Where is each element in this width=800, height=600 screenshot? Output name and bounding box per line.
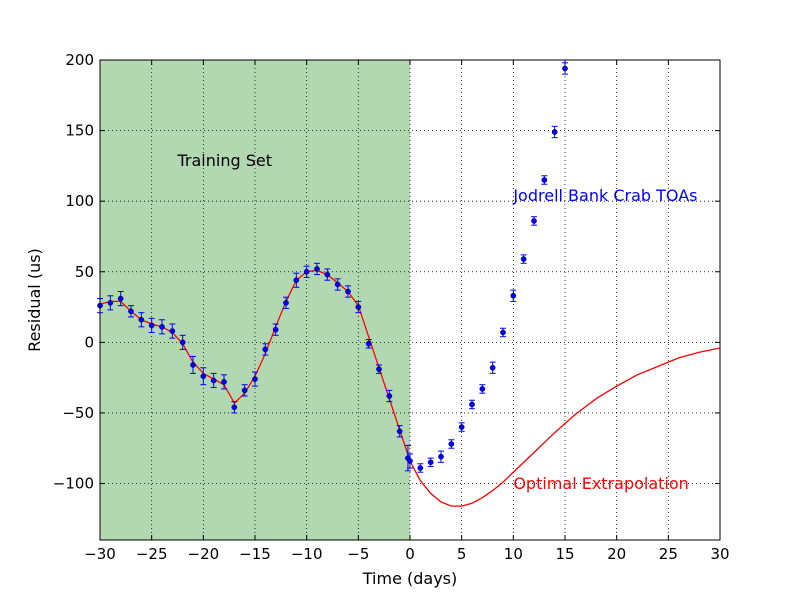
data-point [179, 339, 186, 346]
data-point [469, 401, 475, 408]
x-tick-label: −10 [291, 545, 323, 563]
annotation-layer: Training Set Jodrell Bank Crab TOAs Optima… [177, 151, 698, 493]
annotation-text: Optimal Extrapolation [513, 474, 688, 493]
point-layer [97, 62, 568, 473]
data-point [324, 271, 331, 278]
data-point [148, 322, 155, 329]
grid-layer [100, 60, 720, 540]
data-point [438, 453, 444, 460]
data-point [200, 373, 207, 380]
x-tick-label: 30 [710, 545, 729, 563]
data-point [314, 266, 320, 272]
data-point [210, 377, 217, 384]
x-tick-label: 25 [659, 545, 678, 563]
data-point [252, 376, 258, 382]
data-point [427, 459, 434, 466]
data-point [117, 295, 124, 302]
data-point [531, 218, 537, 224]
x-tick-label: 20 [607, 545, 626, 563]
data-point [303, 268, 310, 275]
data-point [417, 465, 424, 471]
y-axis-label: Residual (us) [25, 248, 44, 352]
y-tick-label: 150 [65, 122, 94, 140]
y-tick-label: 0 [84, 333, 94, 351]
data-point [334, 281, 341, 288]
x-tick-label: 0 [405, 545, 415, 563]
data-point [169, 328, 176, 334]
data-point [159, 323, 165, 330]
x-tick-label: −25 [136, 545, 168, 563]
y-tick-label: −100 [53, 475, 94, 493]
data-point [448, 441, 455, 447]
data-point [407, 458, 413, 464]
data-point [489, 364, 496, 371]
x-tick-label: −30 [84, 545, 116, 563]
annotation-text: Training Set [177, 151, 273, 170]
y-tick-label: −50 [62, 404, 94, 422]
x-tick-label: 10 [504, 545, 523, 563]
y-tick-label: 100 [65, 192, 94, 210]
data-point [458, 424, 465, 430]
data-point [345, 288, 351, 295]
data-point [541, 177, 548, 183]
data-point [241, 387, 248, 394]
y-tick-label: 50 [75, 263, 94, 281]
y-tick-label: 200 [65, 51, 94, 69]
data-point [355, 304, 362, 310]
data-point [138, 316, 145, 323]
annotation-text: Jodrell Bank Crab TOAs [512, 186, 697, 205]
data-point [190, 362, 196, 368]
x-tick-label: −20 [188, 545, 220, 563]
data-point [510, 292, 517, 299]
data-point [396, 428, 403, 435]
x-tick-label: 15 [555, 545, 574, 563]
data-point [272, 326, 279, 333]
data-point [386, 393, 393, 399]
x-axis-label: Time (days) [362, 569, 458, 588]
data-point [500, 329, 506, 336]
data-point [562, 65, 568, 72]
data-point [107, 299, 114, 306]
data-point [221, 379, 227, 385]
data-point [283, 299, 289, 306]
x-tick-label: −5 [347, 545, 369, 563]
data-point [262, 346, 269, 353]
x-tick-label: 5 [457, 545, 467, 563]
data-point [128, 308, 134, 315]
data-point [231, 404, 238, 411]
data-point [293, 277, 300, 284]
data-point [479, 386, 486, 392]
data-point [551, 129, 558, 135]
data-point [520, 256, 527, 262]
x-tick-label: −15 [239, 545, 271, 563]
data-point [376, 366, 382, 373]
tick-layer: −30 −25 −20 −15 −10 −5 0 5 10 15 20 25 30−100−500501… [53, 51, 730, 563]
data-point [365, 340, 372, 347]
extrapolation-line [409, 347, 721, 507]
